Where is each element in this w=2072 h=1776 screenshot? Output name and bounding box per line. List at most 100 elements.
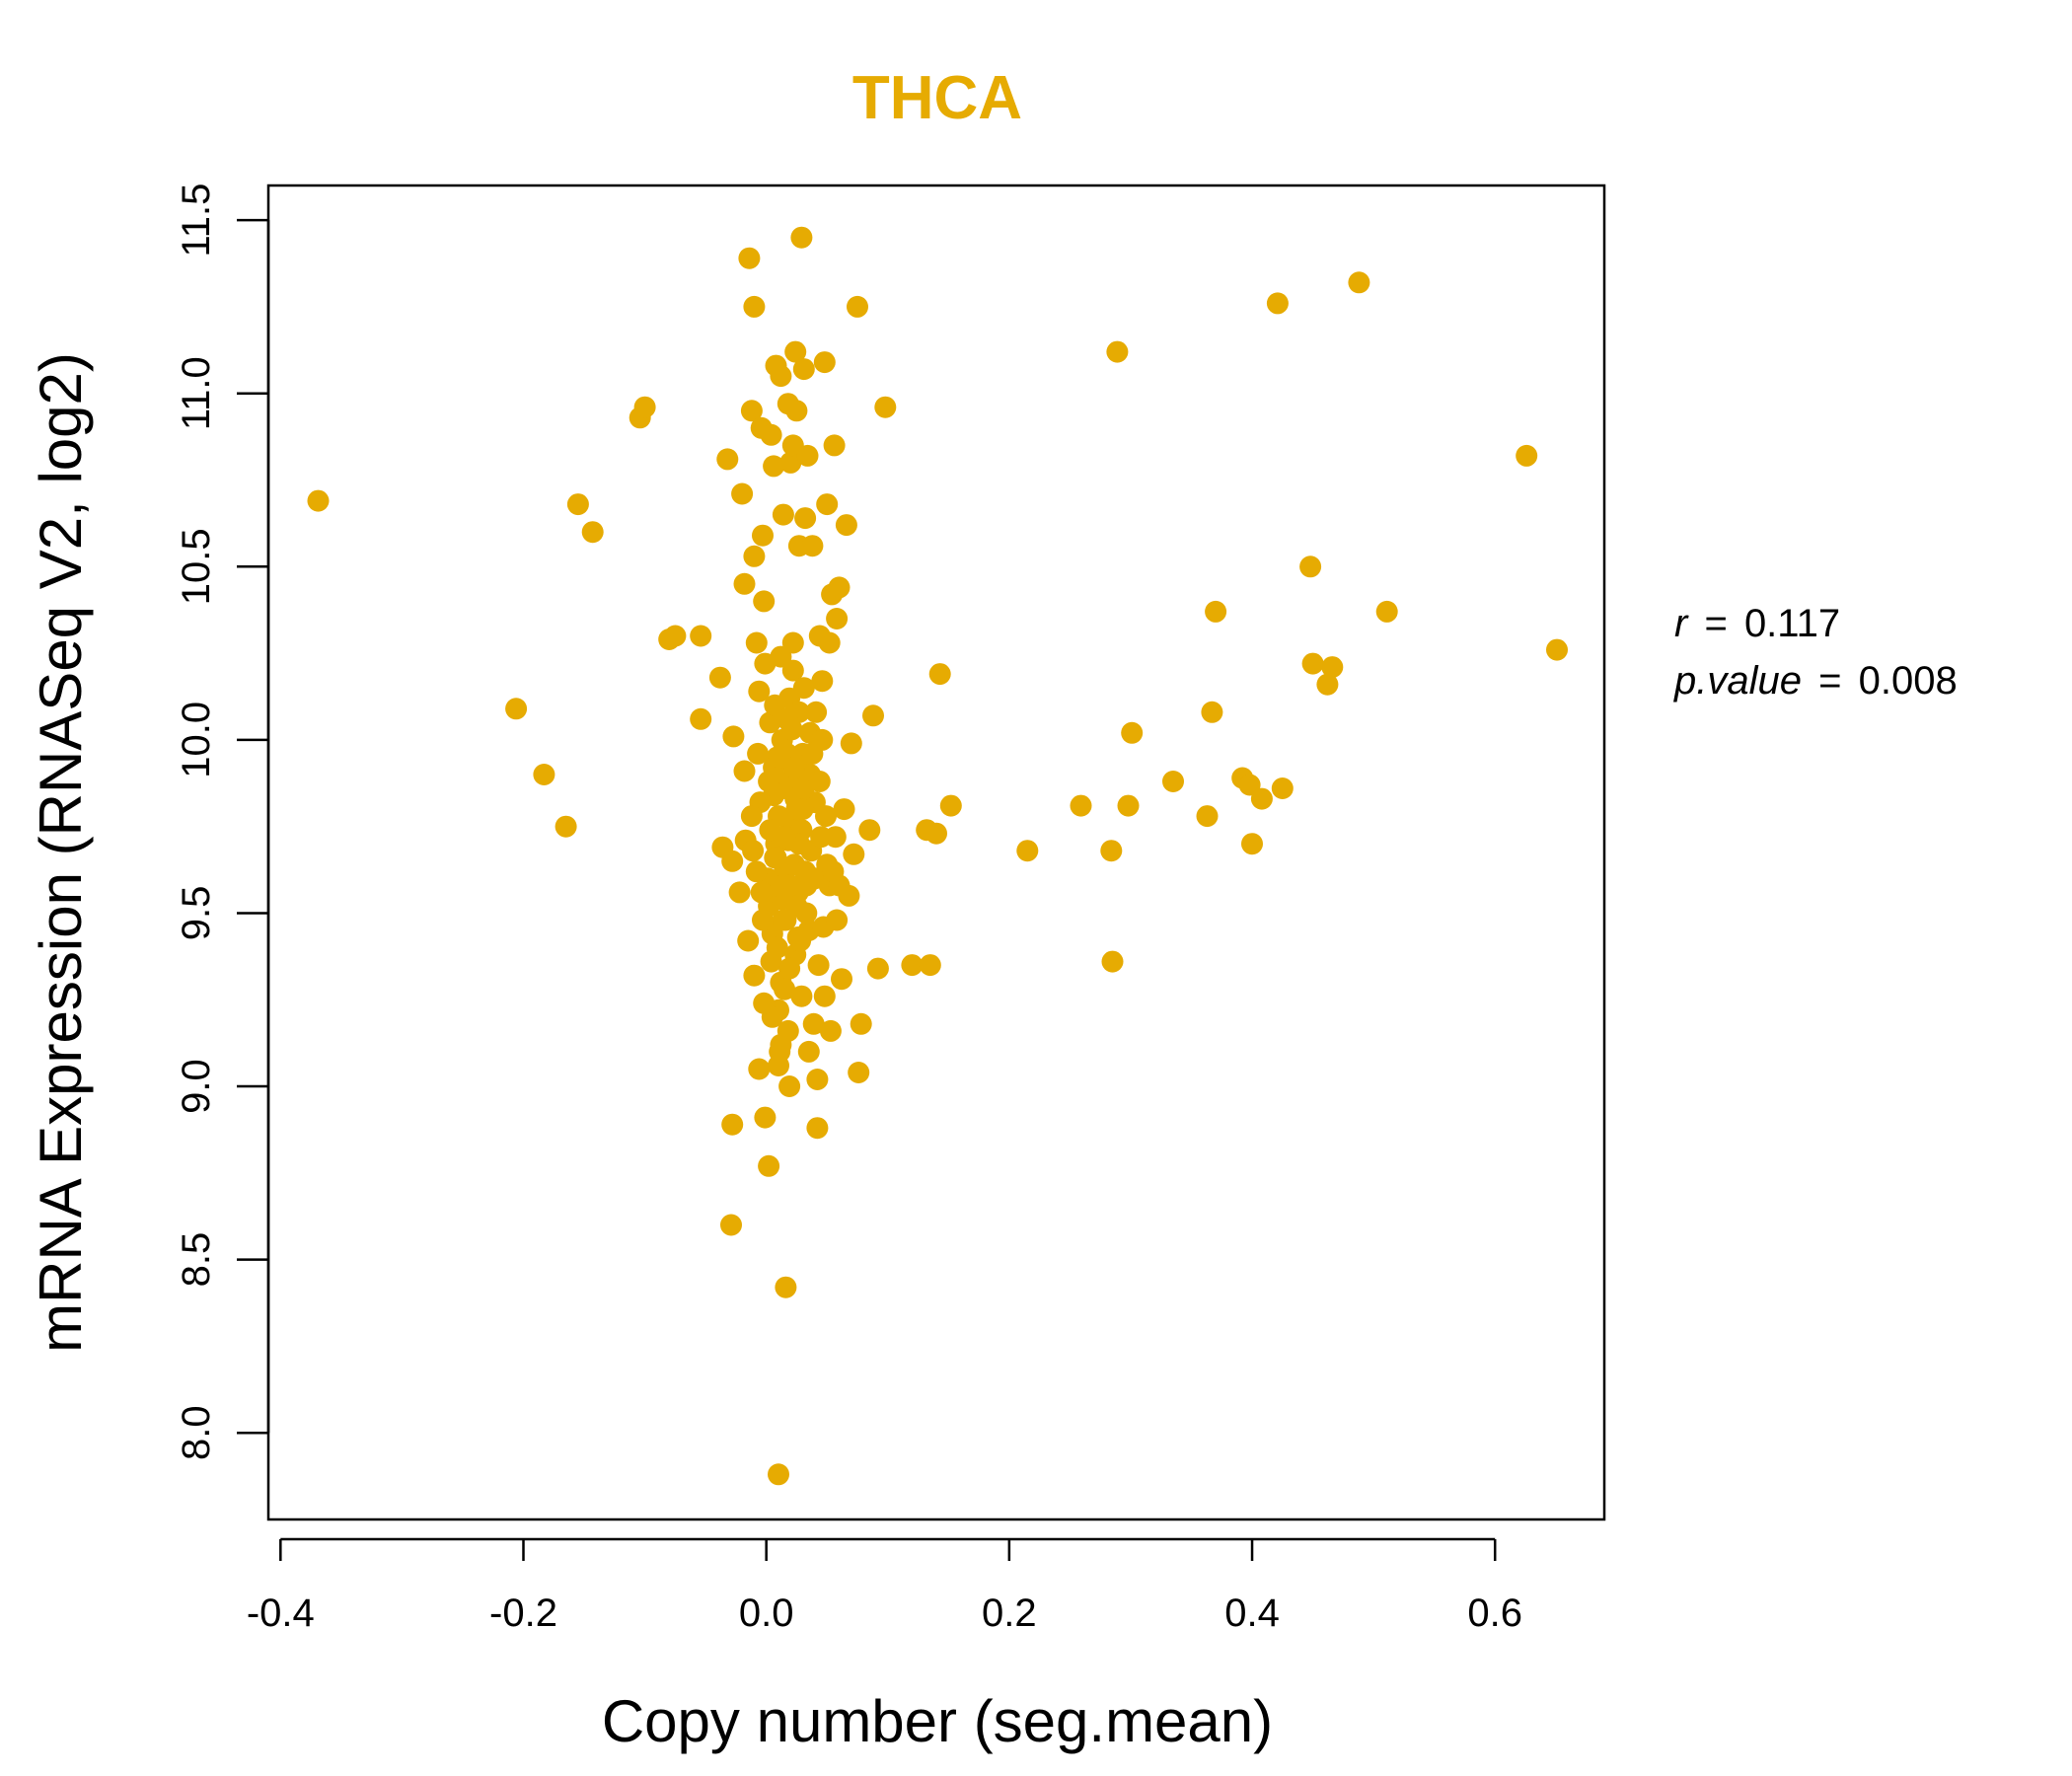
data-point: [1106, 340, 1129, 363]
data-point: [1121, 721, 1144, 744]
y-tick-label: 8.5: [175, 1232, 218, 1288]
data-point: [1266, 292, 1289, 315]
data-point: [785, 400, 808, 422]
data-point: [758, 1154, 780, 1177]
data-point: [765, 847, 787, 869]
y-tick-label: 9.5: [175, 886, 218, 941]
data-point: [805, 701, 828, 723]
data-point: [774, 978, 796, 1000]
data-point: [919, 954, 941, 977]
data-point: [806, 1117, 829, 1140]
data-point: [811, 670, 834, 693]
data-point: [763, 455, 785, 478]
data-point: [748, 1058, 771, 1080]
p-value-statistic: p.value = 0.008: [1673, 659, 1958, 703]
data-point: [1301, 652, 1324, 675]
data-point: [1241, 833, 1263, 855]
data-point: [1348, 271, 1370, 294]
data-point: [731, 482, 754, 505]
data-point: [831, 968, 852, 991]
data-point: [928, 663, 951, 686]
data-point: [789, 929, 812, 952]
data-point: [783, 757, 805, 778]
p-value-label: p.value: [1673, 659, 1802, 703]
data-point: [816, 493, 839, 516]
data-point: [722, 725, 745, 748]
data-point: [813, 351, 836, 374]
data-point: [847, 295, 868, 318]
data-point: [759, 711, 781, 734]
data-point: [781, 631, 804, 654]
chart-title: THCA: [852, 64, 1022, 132]
data-point: [1117, 794, 1140, 817]
data-point: [664, 625, 687, 647]
data-point: [733, 572, 756, 595]
data-point: [833, 798, 855, 821]
data-point: [758, 771, 780, 792]
y-tick-label: 10.5: [175, 528, 218, 605]
data-point: [790, 226, 813, 249]
data-point: [824, 826, 847, 849]
y-axis: 8.0 8.5 9.0 9.5 10.0 10.5 11.0 11.5: [175, 184, 270, 1460]
data-point: [901, 954, 924, 977]
data-point: [1546, 638, 1568, 661]
data-point: [848, 1062, 870, 1083]
data-point: [835, 514, 857, 537]
data-point: [566, 493, 589, 516]
data-point: [1250, 787, 1273, 810]
data-point: [743, 295, 766, 318]
data-point: [815, 805, 837, 828]
y-tick-label: 11.0: [175, 356, 218, 430]
p-value: 0.008: [1859, 659, 1958, 703]
data-point: [555, 815, 577, 838]
data-point: [752, 909, 774, 931]
data-point: [307, 489, 330, 512]
data-point: [1196, 805, 1219, 828]
r-statistic: r = 0.117: [1674, 602, 1840, 645]
y-tick-label: 9.0: [175, 1059, 218, 1114]
data-point: [745, 860, 768, 883]
data-point: [728, 881, 751, 904]
data-point: [721, 1113, 744, 1136]
data-point: [716, 448, 739, 471]
data-point: [828, 874, 851, 897]
data-point: [802, 1012, 825, 1035]
x-tick-label: -0.2: [489, 1591, 557, 1635]
y-tick-label: 8.0: [175, 1405, 218, 1460]
y-axis-label: mRNA Expression (RNASeq V2, log2): [28, 352, 94, 1353]
data-point: [747, 742, 770, 765]
data-point: [770, 365, 792, 388]
data-point: [733, 760, 756, 782]
data-point: [738, 247, 761, 269]
y-tick-label: 10.0: [175, 702, 218, 778]
data-point: [792, 358, 815, 381]
data-point: [1070, 794, 1092, 817]
data-point: [754, 1106, 777, 1129]
x-tick-label: 0.4: [1224, 1591, 1280, 1635]
data-point: [784, 340, 807, 363]
data-point: [690, 707, 712, 730]
data-point: [754, 652, 777, 675]
data-point: [794, 507, 817, 530]
p-equals: =: [1818, 659, 1841, 703]
data-point: [792, 677, 815, 700]
data-point: [826, 909, 849, 931]
plot-frame: [266, 184, 1606, 1521]
data-point: [866, 957, 889, 980]
data-point: [776, 707, 798, 730]
data-point: [850, 1012, 872, 1035]
data-point: [1375, 600, 1398, 623]
x-axis: -0.4 -0.2 0.0 0.2 0.4 0.6: [247, 1537, 1522, 1635]
x-tick-label: 0.0: [739, 1591, 794, 1635]
data-point: [721, 850, 744, 872]
data-point: [1299, 555, 1322, 578]
data-point: [862, 704, 884, 727]
data-point: [581, 521, 604, 544]
data-point: [770, 1033, 792, 1056]
data-point: [826, 608, 849, 629]
data-point: [779, 451, 802, 474]
data-point: [785, 798, 808, 821]
r-equals: =: [1704, 602, 1727, 645]
data-point: [828, 576, 851, 599]
data-point: [533, 764, 555, 785]
